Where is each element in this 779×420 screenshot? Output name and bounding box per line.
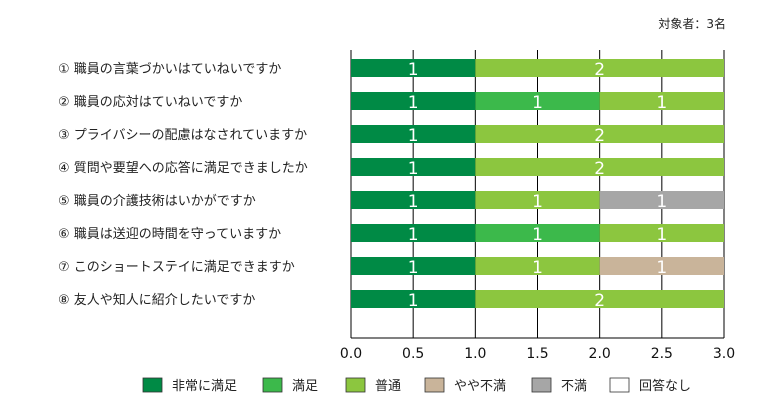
bar-segment-1-3 [475,59,724,77]
bar-segment-7-4 [599,257,724,275]
data-label-5-1: 1 [408,192,419,212]
x-tick-label-3: 1.5 [526,346,548,362]
x-axis-ticks: 0.0 0.5 1.0 1.5 2.0 2.5 3.0 [340,346,735,362]
category-label-2: ② 職員の応対はていねいですか [58,95,242,110]
x-tick-label-2: 1.0 [464,346,486,362]
x-tick-label-0: 0.0 [340,346,362,362]
category-label-3: ③ プライバシーの配慮はなされていますか [58,128,307,143]
category-label-1: ① 職員の言葉づかいはていねいですか [58,62,281,77]
data-label-5-3: 1 [532,192,543,212]
legend-swatch-5 [531,377,552,393]
chart-legend: 非常に満足 満足 普通 やや不満 不満 回答なし [142,377,691,394]
legend-label-1: 非常に満足 [172,379,237,394]
legend-label-6: 回答なし [639,378,691,394]
respondents-note: 対象者：3名 [658,16,726,31]
data-label-6-3: 1 [656,225,667,245]
data-label-7-3: 1 [532,258,543,278]
bar-segment-5-5 [599,191,724,209]
data-label-4-3: 2 [594,159,605,179]
bar-segment-8-3 [475,290,724,308]
data-label-1-1: 1 [408,60,419,80]
data-label-6-1: 1 [408,225,419,245]
data-label-2-2: 1 [532,93,543,113]
x-tick-label-1: 0.5 [402,346,424,362]
bar-segment-3-1 [351,125,476,143]
x-tick-label-4: 2.0 [589,346,611,362]
data-label-4-1: 1 [408,159,419,179]
bar-segment-2-3 [599,92,724,110]
bar-segment-4-1 [351,158,476,176]
bar-segment-2-1 [351,92,476,110]
legend-swatch-1 [142,377,163,393]
data-label-3-1: 1 [408,126,419,146]
bar-segment-2-2 [475,92,600,110]
legend-label-5: 不満 [561,379,587,394]
bar-segment-5-1 [351,191,476,209]
bar-segment-7-1 [351,257,476,275]
bar-segment-4-3 [475,158,724,176]
category-label-8: ⑧ 友人や知人に紹介したいですか [58,292,255,308]
bar-segment-6-2 [475,224,600,242]
legend-swatch-4 [424,377,445,393]
bar-segment-7-3 [475,257,600,275]
legend-label-2: 満足 [292,379,318,394]
data-label-3-3: 2 [594,126,605,146]
data-label-8-3: 2 [594,291,605,311]
category-label-4: ④ 質問や要望への応答に満足できましたか [58,160,308,176]
category-label-7: ⑦ このショートステイに満足できますか [58,260,295,275]
bar-segment-6-3 [599,224,724,242]
category-labels: ① 職員の言葉づかいはていねいですか ② 職員の応対はていねいですか ③ プライバシ… [58,62,308,308]
legend-label-4: やや不満 [454,379,506,394]
data-label-6-2: 1 [532,225,543,245]
category-label-5: ⑤ 職員の介護技術はいかがですか [58,193,256,209]
data-label-8-1: 1 [408,291,419,311]
data-label-7-4: 1 [656,258,667,278]
data-label-1-3: 2 [594,60,605,80]
data-label-2-1: 1 [408,93,419,113]
data-label-5-5: 1 [656,192,667,212]
category-label-6: ⑥ 職員は送迎の時間を守っていますか [58,227,281,242]
bar-segment-8-1 [351,290,476,308]
legend-swatch-3 [345,377,366,393]
bar-segment-5-3 [475,191,600,209]
data-label-2-3: 1 [656,93,667,113]
legend-swatch-6 [609,377,630,393]
legend-swatch-2 [262,377,283,393]
chart-rows: 1 2 1 1 1 1 2 1 2 1 1 1 1 1 1 1 1 1 1 2 [351,59,724,311]
bar-segment-6-1 [351,224,476,242]
bar-segment-3-3 [475,125,724,143]
x-tick-label-6: 3.0 [713,346,735,362]
bar-segment-1-1 [351,59,476,77]
legend-label-3: 普通 [375,379,401,394]
data-label-7-1: 1 [408,258,419,278]
x-tick-label-5: 2.5 [651,346,673,362]
